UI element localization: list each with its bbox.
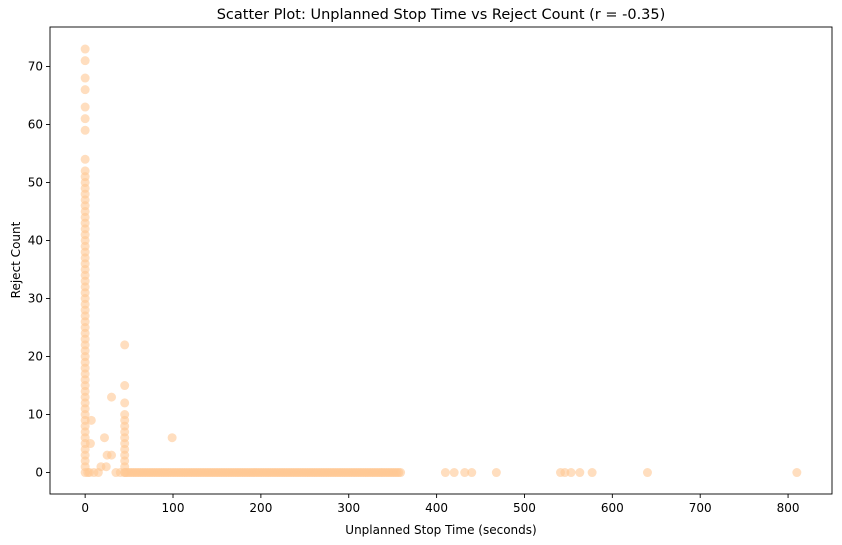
- y-tick-label: 30: [28, 292, 43, 306]
- y-axis-label: Reject Count: [9, 221, 23, 298]
- data-point: [120, 410, 130, 420]
- x-tick-label: 600: [601, 501, 624, 515]
- data-point: [80, 166, 90, 176]
- data-point: [396, 468, 406, 478]
- data-point: [449, 468, 459, 478]
- data-point: [575, 468, 585, 478]
- y-tick-label: 70: [28, 60, 43, 74]
- data-point: [80, 125, 90, 135]
- data-point: [120, 398, 130, 408]
- x-tick-label: 500: [513, 501, 536, 515]
- data-point: [85, 439, 95, 449]
- x-axis-label: Unplanned Stop Time (seconds): [345, 523, 536, 537]
- data-point: [642, 468, 652, 478]
- y-tick-label: 50: [28, 176, 43, 190]
- data-point: [167, 433, 177, 443]
- y-tick-label: 0: [35, 466, 43, 480]
- data-point: [80, 56, 90, 66]
- x-tick-label: 800: [777, 501, 800, 515]
- data-point: [101, 462, 111, 472]
- points-layer: [80, 44, 802, 478]
- x-tick-label: 200: [249, 501, 272, 515]
- y-tick-label: 10: [28, 408, 43, 422]
- x-tick-label: 400: [425, 501, 448, 515]
- data-point: [107, 450, 117, 460]
- y-tick-label: 40: [28, 234, 43, 248]
- x-tick-label: 100: [162, 501, 185, 515]
- data-point: [80, 44, 90, 54]
- y-tick-label: 20: [28, 350, 43, 364]
- data-point: [80, 114, 90, 124]
- y-tick-label: 60: [28, 118, 43, 132]
- plot-frame: [49, 26, 833, 495]
- x-axis: 0 100 200 300 400 500 600 700 800: [81, 494, 800, 515]
- data-point: [566, 468, 576, 478]
- data-point: [120, 381, 130, 391]
- x-tick-label: 0: [81, 501, 89, 515]
- data-point: [80, 85, 90, 95]
- data-point: [440, 468, 450, 478]
- data-point: [86, 415, 96, 425]
- data-point: [792, 468, 802, 478]
- data-point: [587, 468, 597, 478]
- data-point: [107, 392, 117, 402]
- data-point: [80, 73, 90, 83]
- y-axis: 0 10 20 30 40 50 60 70: [28, 60, 50, 480]
- data-point: [80, 154, 90, 164]
- data-point: [460, 468, 470, 478]
- data-point: [80, 102, 90, 112]
- chart-title: Scatter Plot: Unplanned Stop Time vs Rej…: [217, 7, 666, 23]
- data-point: [560, 468, 570, 478]
- x-tick-label: 300: [337, 501, 360, 515]
- data-point: [491, 468, 501, 478]
- x-tick-label: 700: [689, 501, 712, 515]
- data-point: [99, 433, 109, 443]
- data-point: [467, 468, 477, 478]
- data-point: [120, 340, 130, 350]
